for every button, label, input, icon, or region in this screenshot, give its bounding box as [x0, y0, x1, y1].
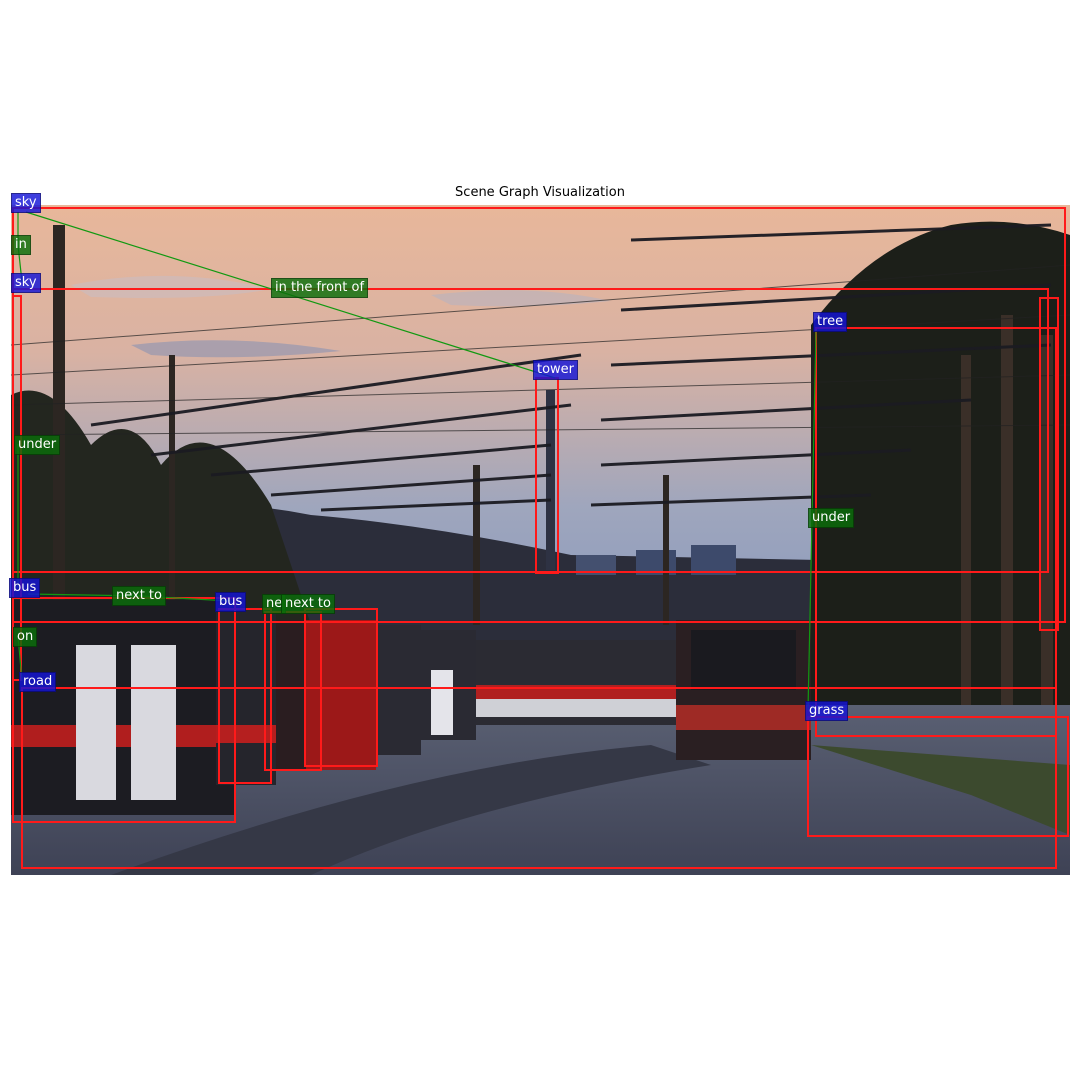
relation-label-ne: ne: [262, 594, 287, 614]
relation-label-under: under: [808, 508, 855, 528]
bbox-right-region: [1039, 297, 1059, 631]
relation-label-in-the-front-of: in the front of: [271, 278, 369, 298]
bbox-bus-3: [264, 611, 322, 771]
object-label-bus: bus: [9, 578, 41, 598]
bbox-road: [21, 687, 1057, 869]
relation-label-next-to: next to: [112, 586, 166, 606]
object-label-grass: grass: [805, 701, 849, 721]
object-label-tower: tower: [533, 360, 579, 380]
bbox-bus-1: [12, 597, 236, 823]
object-label-sky: sky: [11, 193, 41, 213]
scene-photo: [11, 205, 1070, 875]
object-label-sky: sky: [11, 273, 41, 293]
object-label-road: road: [19, 672, 57, 692]
relation-label-on: on: [13, 627, 38, 647]
object-label-tree: tree: [813, 312, 848, 332]
bbox-bus-2: [218, 608, 272, 784]
bbox-tree: [815, 327, 1057, 737]
bbox-left-pole-region: [12, 295, 22, 681]
relation-label-under: under: [14, 435, 61, 455]
bbox-tower: [535, 377, 559, 574]
object-label-bus: bus: [215, 592, 247, 612]
figure-title: Scene Graph Visualization: [455, 185, 625, 200]
relation-label-next-to: next to: [281, 594, 335, 614]
relation-label-in: in: [11, 235, 31, 255]
bbox-sky-1: [12, 207, 1066, 623]
bbox-sky-2: [12, 288, 1049, 573]
bbox-grass: [807, 716, 1069, 837]
